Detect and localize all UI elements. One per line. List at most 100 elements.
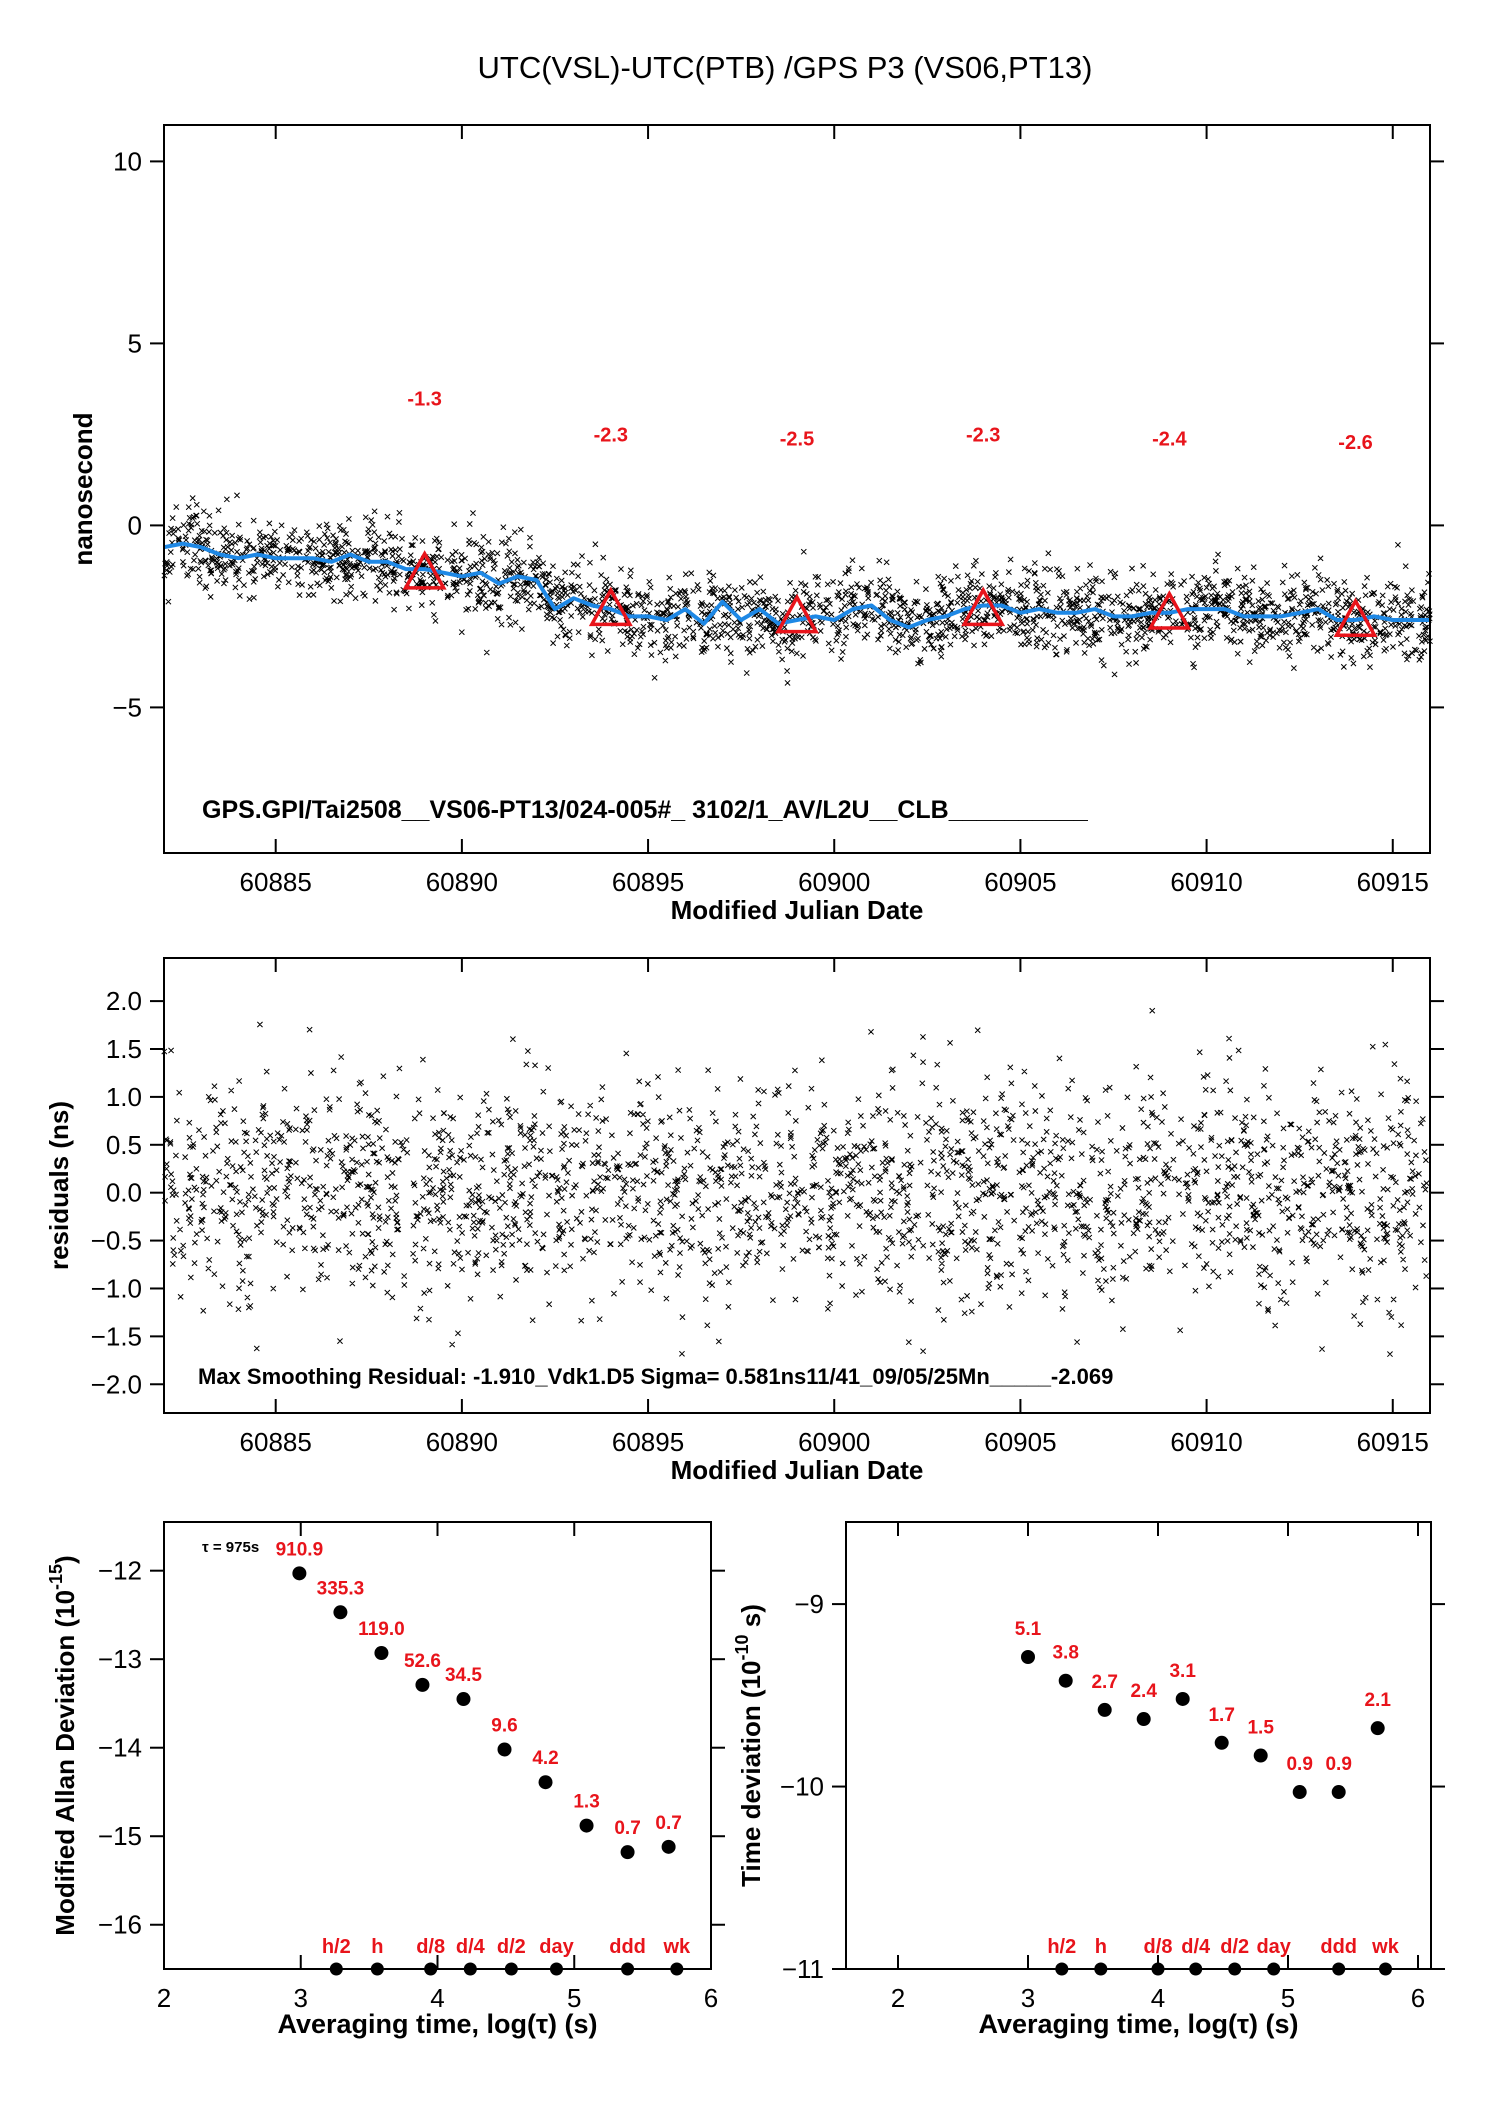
monthly-mean-marker [961, 586, 1006, 627]
x-tick-label: 60900 [798, 867, 870, 897]
x-tick-label: 5 [567, 1983, 581, 2013]
deviation-value-label: 34.5 [445, 1665, 482, 1686]
y-axis-title-exponent: -15 [46, 1564, 66, 1590]
x-tick-label: 60910 [1170, 1427, 1242, 1457]
x-tick-label: 60885 [240, 1427, 312, 1457]
monthly-mean-marker [1147, 590, 1192, 630]
y-tick-label: 5 [128, 328, 142, 358]
time-scale-label: ddd [609, 1936, 646, 1958]
time-scale-label: d/2 [1220, 1936, 1249, 1958]
y-axis-title-main: Modified Allan Deviation (10 [50, 1590, 80, 1936]
panel-mdev: 910.9 335.3 119.0 52.634.5 9.6 4.2 1.3 0.7 0.7 h/… [46, 1521, 725, 2039]
y-tick-label: −14 [98, 1733, 142, 1763]
y-tick-label: −5 [112, 692, 142, 722]
deviation-value-label: 5.1 [1015, 1619, 1042, 1640]
deviation-value-label: 2.1 [1364, 1690, 1391, 1711]
time-scale-label: day [1256, 1936, 1291, 1958]
x-tick-label: 3 [1021, 1983, 1035, 2013]
x-tick-label: 60885 [240, 867, 312, 897]
x-tick-label: 60915 [1357, 867, 1429, 897]
time-scale-label: ddd [1320, 1936, 1357, 1958]
y-axis-title: residuals (ns) [44, 1101, 74, 1270]
y-tick-label: 1.5 [106, 1034, 142, 1064]
monthly-mean-marker [1333, 597, 1378, 637]
y-tick-label: 0 [128, 510, 142, 540]
y-tick-label: −16 [98, 1910, 142, 1940]
time-scale-label: d/2 [497, 1936, 526, 1958]
panel-time-series: -1.3 -2.3 -2.5 -2.3 -2.4 -2.6 60885 60890 60895 6… [68, 124, 1444, 925]
deviation-point [1058, 1673, 1073, 1688]
deviation-value-label: 1.3 [573, 1792, 599, 1813]
monthly-mean-label: -2.3 [594, 425, 628, 447]
x-tick-label: 5 [1281, 1983, 1295, 2013]
y-axis-title-end: ) [50, 1555, 80, 1564]
deviation-value-label: 3.8 [1052, 1643, 1078, 1664]
deviation-value-label: 2.7 [1091, 1672, 1117, 1693]
deviation-value-label: 52.6 [404, 1651, 441, 1672]
x-axis-title: Modified Julian Date [671, 895, 924, 925]
monthly-mean-label: -2.6 [1338, 432, 1372, 454]
x-tick-label: 2 [891, 1983, 905, 2013]
deviation-value-label: 0.7 [614, 1818, 640, 1839]
y-tick-label: −9 [794, 1589, 824, 1619]
y-tick-label: 10 [113, 146, 142, 176]
deviation-point [1175, 1691, 1190, 1706]
y-tick-label: 0.0 [106, 1178, 142, 1208]
deviation-value-label: 0.9 [1286, 1754, 1312, 1775]
y-tick-label: 0.5 [106, 1130, 142, 1160]
deviation-point [333, 1605, 348, 1620]
x-tick-label: 4 [1151, 1983, 1165, 2013]
x-tick-label: 4 [430, 1983, 444, 2013]
deviation-point [538, 1775, 553, 1790]
figure-title: UTC(VSL)-UTC(PTB) /GPS P3 (VS06,PT13) [478, 50, 1093, 85]
deviation-point [620, 1845, 635, 1860]
deviation-value-label: 119.0 [358, 1619, 405, 1640]
deviation-value-label: 0.7 [655, 1813, 681, 1834]
deviation-point [1097, 1702, 1112, 1717]
x-axis-title: Modified Julian Date [671, 1455, 924, 1485]
deviation-value-label: 910.9 [276, 1539, 324, 1560]
y-tick-label: −2.0 [91, 1369, 142, 1399]
y-tick-label: −11 [782, 1954, 824, 1984]
y-tick-label: −0.5 [91, 1226, 142, 1256]
y-tick-label: −13 [98, 1644, 142, 1674]
x-tick-label: 3 [294, 1983, 308, 2013]
deviation-value-label: 0.9 [1325, 1754, 1351, 1775]
plot-frame [163, 124, 1431, 854]
deviation-value-label: 1.7 [1208, 1705, 1234, 1726]
x-tick-label: 60905 [984, 1427, 1056, 1457]
y-tick-label: −1.0 [91, 1273, 142, 1303]
deviation-point [415, 1677, 430, 1692]
x-tick-label: 60895 [612, 1427, 684, 1457]
deviation-point [1136, 1712, 1151, 1727]
x-tick-label: 6 [704, 1983, 718, 2013]
time-scale-label: h [1095, 1936, 1107, 1958]
time-scale-label: d/8 [1144, 1936, 1173, 1958]
x-tick-label: 6 [1411, 1983, 1425, 2013]
y-tick-label: −15 [98, 1821, 142, 1851]
residual-points [161, 1007, 1430, 1358]
deviation-point [1292, 1785, 1307, 1800]
x-tick-label: 2 [157, 1983, 171, 2013]
x-axis-title: Averaging time, log(τ) (s) [277, 2009, 597, 2039]
y-axis-title-exponent: -10 [732, 1634, 752, 1660]
y-tick-label: −1.5 [91, 1321, 142, 1351]
deviation-value-label: 4.2 [532, 1748, 558, 1769]
time-scale-label: h/2 [322, 1936, 351, 1958]
panel-residuals: 60885 60890 60895 60900 60905 60910 60915 −2.0 −… [44, 957, 1444, 1485]
monthly-mean-label: -2.3 [966, 425, 1000, 447]
x-tick-label: 60910 [1170, 867, 1242, 897]
smoothed-series-line [163, 541, 1430, 630]
deviation-point [1021, 1650, 1035, 1665]
monthly-mean-label: -1.3 [407, 388, 441, 410]
deviation-point [1331, 1785, 1346, 1800]
deviation-value-label: 9.6 [491, 1715, 517, 1736]
monthly-mean-label: -2.4 [1152, 428, 1187, 450]
deviation-point [292, 1566, 307, 1581]
y-axis-title-main: Time deviation (10 [736, 1660, 766, 1886]
x-tick-label: 60890 [426, 867, 498, 897]
deviation-point [579, 1818, 594, 1833]
time-scale-label: d/4 [1181, 1936, 1211, 1958]
